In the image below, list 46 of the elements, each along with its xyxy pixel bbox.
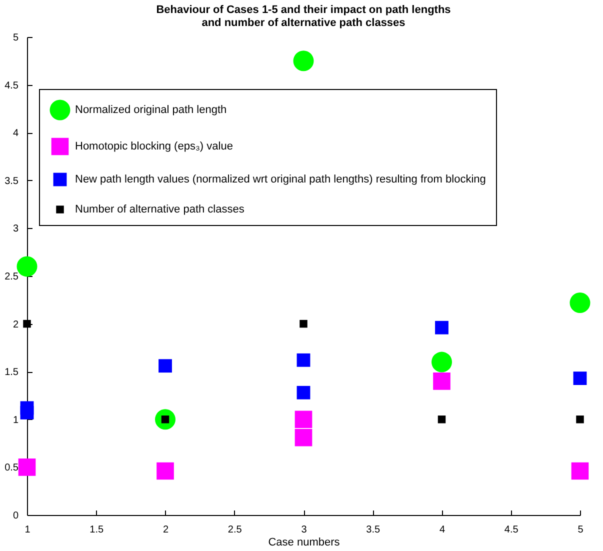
y-tick-label: 1 — [12, 414, 19, 426]
x-tick-label: 1.5 — [90, 524, 104, 536]
point — [438, 416, 446, 424]
legend-label: New path length values (normalized wrt original path lengths) resulting from blocking — [75, 174, 486, 186]
point — [294, 410, 312, 428]
point — [158, 359, 172, 373]
point — [576, 416, 584, 424]
chart-title: Behaviour of Cases 1-5 and their impact on path lengths and number of alternative path classes — [156, 4, 451, 29]
point — [16, 256, 38, 277]
point — [300, 320, 308, 328]
point — [293, 50, 314, 72]
y-tick-label: 0.5 — [4, 462, 19, 474]
x-tick-label: 4 — [439, 524, 446, 536]
y-tick-label: 2 — [12, 319, 19, 330]
legend-label: Number of alternative path classes — [75, 204, 245, 216]
y-tick-label: 1.5 — [4, 367, 19, 378]
point — [570, 292, 590, 313]
x-axis-title: Case numbers — [268, 536, 340, 548]
point — [18, 458, 36, 476]
y-tick-label: 4.5 — [4, 80, 19, 92]
point — [433, 372, 450, 390]
point — [435, 320, 448, 334]
x-tick-label: 4.5 — [504, 524, 519, 536]
legend-label: Normalized original path length — [75, 104, 227, 116]
x-tick-label: 3 — [301, 524, 308, 536]
point — [20, 406, 34, 420]
y-tick-label: 5 — [12, 32, 19, 44]
point — [432, 352, 452, 372]
y-tick-label: 3 — [12, 224, 19, 235]
point — [296, 386, 310, 400]
point — [23, 320, 31, 328]
y-tick-label: 3.5 — [4, 176, 19, 187]
point — [156, 462, 174, 480]
x-tick-label: 2.5 — [228, 524, 242, 536]
x-tick-label: 2 — [162, 524, 169, 536]
point — [573, 372, 587, 385]
y-tick-label: 2.5 — [4, 272, 19, 282]
x-tick-label: 5 — [578, 524, 584, 536]
legend-label: Homotopic blocking (eps₃) value — [75, 140, 233, 152]
point — [571, 462, 589, 480]
y-tick-label: 4 — [12, 128, 19, 140]
x-tick-label: 1 — [24, 524, 31, 536]
point — [296, 353, 310, 367]
y-tick-label: 0 — [12, 510, 19, 522]
x-tick-label: 3.5 — [366, 524, 381, 536]
point — [294, 428, 312, 446]
